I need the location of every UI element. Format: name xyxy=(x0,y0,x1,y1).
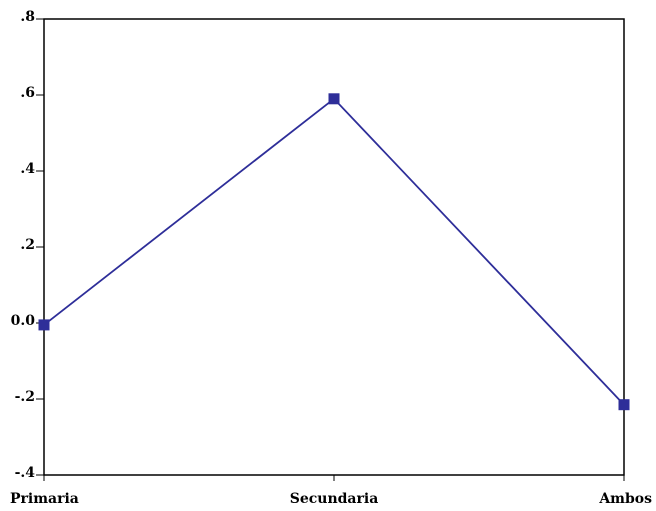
y-tick-label: .6 xyxy=(20,85,35,101)
plot-frame xyxy=(43,18,625,476)
x-category-label: Primaria xyxy=(10,491,79,507)
y-tick-label: -.2 xyxy=(15,389,35,405)
data-point-marker xyxy=(38,319,50,331)
data-point-marker xyxy=(618,399,630,411)
x-category-label: Ambos xyxy=(598,491,652,507)
y-tick-label: .2 xyxy=(20,237,35,253)
x-axis: Primaria Secundaria Ambos xyxy=(10,475,652,507)
x-category-label: Secundaria xyxy=(290,491,379,507)
series-line xyxy=(43,97,625,406)
y-tick-label: 0.0 xyxy=(11,313,36,329)
y-tick-label: .4 xyxy=(20,161,35,177)
y-tick-label: .8 xyxy=(20,9,35,25)
y-axis: -.4 -.2 0.0 .2 .4 .6 .8 xyxy=(11,9,44,481)
series-group xyxy=(38,93,630,411)
y-tick-label: -.4 xyxy=(15,465,36,481)
data-point-marker xyxy=(328,93,340,105)
